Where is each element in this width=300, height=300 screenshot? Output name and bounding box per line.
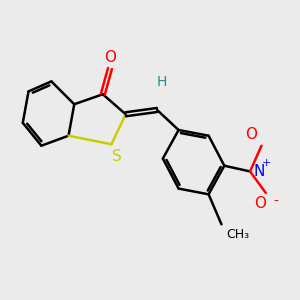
Text: O: O	[245, 127, 257, 142]
Text: N: N	[254, 164, 265, 179]
Text: O: O	[104, 50, 116, 65]
Text: O: O	[254, 196, 266, 211]
Text: CH₃: CH₃	[226, 228, 249, 241]
Text: -: -	[273, 195, 278, 209]
Text: S: S	[112, 149, 122, 164]
Text: +: +	[262, 158, 271, 168]
Text: H: H	[156, 74, 167, 88]
